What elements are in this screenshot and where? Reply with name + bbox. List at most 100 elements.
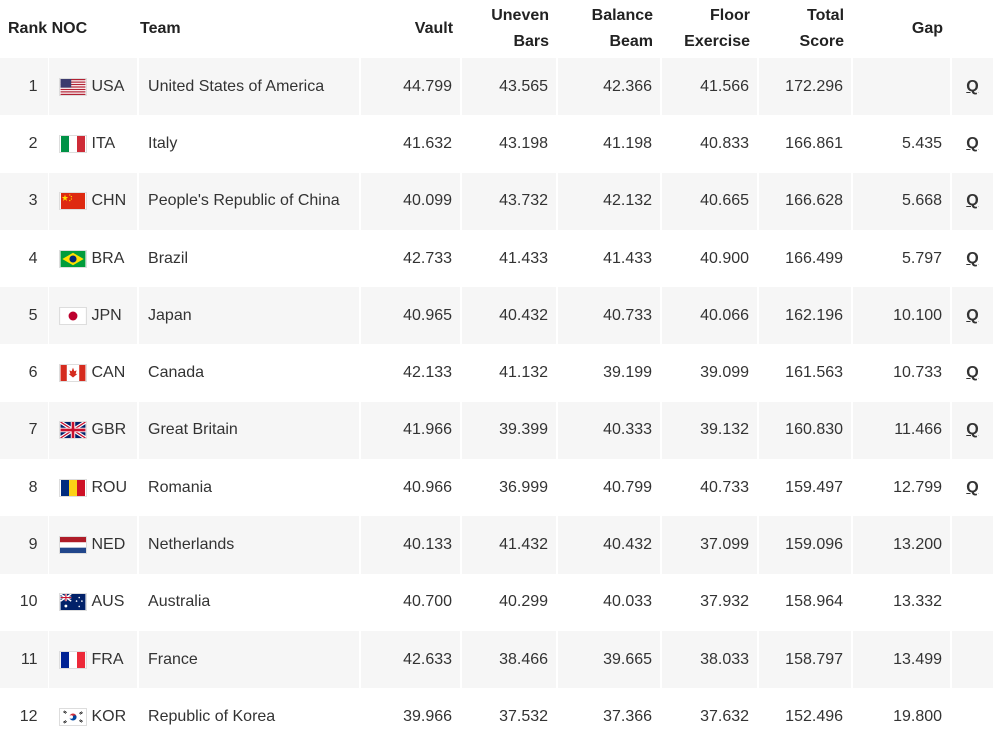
- uneven-bars-score: 36.999: [461, 459, 559, 517]
- floor-exercise-score: 37.632: [661, 688, 760, 746]
- rank-cell: 5: [0, 287, 49, 345]
- qualified-badge[interactable]: Q: [951, 401, 994, 460]
- balance-beam-score: 40.799: [557, 459, 663, 517]
- team-name[interactable]: People's Republic of China: [138, 172, 362, 230]
- rank-cell: 3: [0, 172, 49, 230]
- balance-beam-score: 40.033: [557, 573, 663, 631]
- qualified-badge[interactable]: Q: [951, 58, 994, 116]
- team-name[interactable]: Canada: [138, 344, 362, 402]
- noc-code: USA: [91, 77, 125, 95]
- vault-score: 40.133: [360, 516, 463, 574]
- uneven-bars-score: 37.532: [461, 688, 559, 746]
- team-name[interactable]: Japan: [138, 287, 362, 345]
- total-score: 166.628: [758, 172, 854, 230]
- uneven-bars-score: 43.198: [461, 115, 559, 173]
- header-uneven-bars[interactable]: Uneven Bars: [461, 0, 557, 58]
- team-name[interactable]: United States of America: [138, 58, 362, 116]
- vault-score: 40.700: [360, 573, 463, 631]
- qualified-badge[interactable]: Q: [951, 229, 994, 288]
- header-gap[interactable]: Gap: [852, 0, 951, 58]
- qualified-badge[interactable]: Q: [951, 115, 994, 173]
- noc-code: JPN: [91, 306, 122, 324]
- floor-exercise-score: 39.099: [661, 344, 760, 402]
- ita-flag-icon: [58, 134, 87, 153]
- table-row: 2 ITA Italy 41.632 43.198 41.198 40.833 …: [0, 115, 994, 173]
- noc-code: ROU: [91, 478, 128, 496]
- team-name[interactable]: Romania: [138, 459, 362, 517]
- chn-flag-icon: [58, 192, 87, 211]
- rank-cell: 10: [0, 573, 49, 631]
- team-name[interactable]: Australia: [138, 573, 362, 631]
- gap-value: 19.800: [852, 688, 953, 746]
- gap-value: 13.499: [852, 630, 953, 689]
- header-qualified: [951, 0, 994, 58]
- team-name[interactable]: Brazil: [138, 229, 362, 288]
- noc-cell: CAN: [48, 344, 140, 402]
- floor-exercise-score: 40.900: [661, 229, 760, 288]
- header-total-score[interactable]: Total Score: [758, 0, 852, 58]
- total-score: 172.296: [758, 58, 854, 116]
- gap-value: 5.435: [852, 115, 953, 173]
- noc-code: CAN: [91, 364, 126, 382]
- floor-exercise-score: 39.132: [661, 401, 760, 460]
- table-row: 6 CAN Canada 42.133 41.132 39.199 39.099…: [0, 344, 994, 402]
- team-name[interactable]: Italy: [138, 115, 362, 173]
- noc-cell: ROU: [48, 459, 140, 517]
- rank-cell: 8: [0, 459, 49, 517]
- table-row: 11 FRA France 42.633 38.466 39.665 38.03…: [0, 630, 994, 689]
- uneven-bars-score: 41.432: [461, 516, 559, 574]
- vault-score: 41.632: [360, 115, 463, 173]
- vault-score: 40.966: [360, 459, 463, 517]
- qualified-badge[interactable]: [951, 630, 994, 689]
- qualified-badge[interactable]: Q: [951, 459, 994, 517]
- noc-cell: KOR: [48, 688, 140, 746]
- header-team[interactable]: Team: [138, 0, 360, 58]
- header-rank-noc[interactable]: Rank NOC: [0, 0, 138, 58]
- fra-flag-icon: [58, 650, 87, 669]
- uneven-bars-score: 39.399: [461, 401, 559, 460]
- gap-value: 13.332: [852, 573, 953, 631]
- qualified-badge[interactable]: [951, 573, 994, 631]
- jpn-flag-icon: [58, 306, 87, 325]
- uneven-bars-score: 40.299: [461, 573, 559, 631]
- rou-flag-icon: [58, 478, 87, 497]
- team-name[interactable]: Netherlands: [138, 516, 362, 574]
- team-name[interactable]: France: [138, 630, 362, 689]
- team-name[interactable]: Republic of Korea: [138, 688, 362, 746]
- qualified-badge[interactable]: Q: [951, 172, 994, 230]
- total-score: 159.497: [758, 459, 854, 517]
- team-name[interactable]: Great Britain: [138, 401, 362, 460]
- header-vault[interactable]: Vault: [360, 0, 461, 58]
- qualified-badge[interactable]: Q: [951, 344, 994, 402]
- floor-exercise-score: 40.833: [661, 115, 760, 173]
- noc-cell: FRA: [48, 630, 140, 689]
- total-score: 152.496: [758, 688, 854, 746]
- uneven-bars-score: 41.132: [461, 344, 559, 402]
- qualified-badge[interactable]: [951, 516, 994, 574]
- noc-cell: GBR: [48, 401, 140, 460]
- balance-beam-score: 39.665: [557, 630, 663, 689]
- rank-cell: 12: [0, 688, 49, 746]
- floor-exercise-score: 37.932: [661, 573, 760, 631]
- noc-code: NED: [91, 536, 126, 554]
- header-row: Rank NOC Team Vault Uneven Bars Balance Be…: [0, 0, 994, 58]
- balance-beam-score: 40.432: [557, 516, 663, 574]
- header-floor-exercise[interactable]: Floor Exercise: [661, 0, 758, 58]
- noc-cell: CHN: [48, 172, 140, 230]
- vault-score: 41.966: [360, 401, 463, 460]
- table-row: 12 KOR Republic of Korea 39.966 37.532 3…: [0, 688, 994, 746]
- header-floor-line2: Exercise: [684, 33, 751, 50]
- can-flag-icon: [58, 364, 87, 383]
- balance-beam-score: 39.199: [557, 344, 663, 402]
- gap-value: [852, 58, 953, 116]
- gap-value: 10.733: [852, 344, 953, 402]
- noc-code: ITA: [91, 134, 116, 152]
- rank-cell: 6: [0, 344, 49, 402]
- qualified-badge[interactable]: Q: [951, 287, 994, 345]
- total-score: 159.096: [758, 516, 854, 574]
- qualified-badge[interactable]: [951, 688, 994, 746]
- rank-cell: 11: [0, 630, 49, 689]
- header-balance-beam[interactable]: Balance Beam: [557, 0, 661, 58]
- noc-cell: USA: [48, 58, 140, 116]
